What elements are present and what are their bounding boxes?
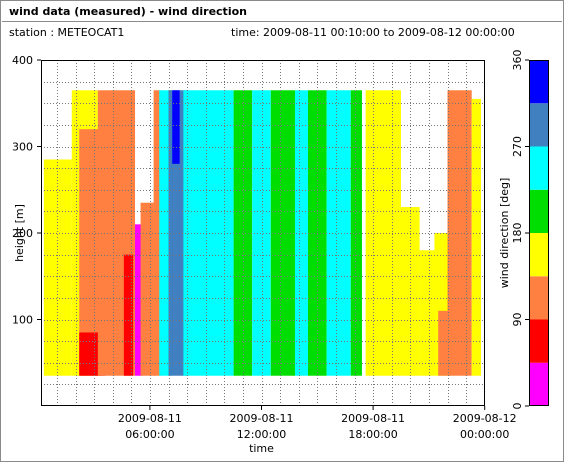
colorbar-tick-label: 360 (511, 50, 524, 71)
time-range-label: time: 2009-08-11 00:10:00 to 2009-08-12 … (231, 26, 515, 39)
title-divider (2, 21, 562, 22)
colorbar-bin (529, 362, 549, 406)
colorbar-bin (529, 146, 549, 190)
x-tick-label-date: 2009-08-11 (341, 412, 405, 425)
colorbar-tick-label: 270 (511, 136, 524, 157)
x-tick-label-time: 00:00:00 (460, 428, 509, 441)
heatmap-cell (172, 90, 180, 164)
grid-lines (41, 60, 485, 406)
colorbar (529, 60, 549, 406)
heatmap-cell (447, 90, 472, 376)
colorbar-bin (529, 103, 549, 147)
colorbar-tick-label: 90 (511, 313, 524, 327)
y-axis-label: height [m] (13, 204, 26, 262)
heatmap-cell (419, 250, 435, 376)
heatmap-cell (270, 90, 295, 376)
heatmap-cell (153, 90, 162, 376)
x-tick-label-time: 12:00:00 (237, 428, 286, 441)
colorbar-border (529, 60, 549, 406)
x-tick-label-time: 06:00:00 (125, 428, 174, 441)
colorbar-label: wind direction [deg] (498, 178, 511, 289)
heatmap-cell (135, 224, 143, 376)
heatmap-cell (252, 90, 271, 376)
station-label: station : METEOCAT1 (9, 26, 125, 39)
y-tick-label: 200 (12, 227, 33, 240)
colorbar-bin (529, 189, 549, 233)
heatmap-cell (140, 202, 156, 376)
chart-title: wind data (measured) - wind direction (9, 5, 247, 18)
heatmap-cell (123, 254, 134, 376)
y-tick-label: 400 (12, 54, 33, 67)
colorbar-tick-label: 180 (511, 223, 524, 244)
colorbar-bin (529, 233, 549, 277)
x-tick-label-time: 18:00:00 (348, 428, 397, 441)
x-tick-label-date: 2009-08-11 (118, 412, 182, 425)
colorbar-bin (529, 60, 549, 104)
x-tick-label-date: 2009-08-11 (230, 412, 294, 425)
colorbar-tick-label: 0 (511, 403, 524, 410)
x-tick-label-date: 2009-08-12 (453, 412, 517, 425)
x-axis-label: time (249, 442, 274, 455)
heatmap-cell (471, 98, 481, 376)
y-tick-label: 100 (12, 314, 33, 327)
colorbar-bin (529, 319, 549, 363)
heatmap-cell (294, 90, 308, 376)
y-tick-label: 300 (12, 141, 33, 154)
plot-border (41, 60, 485, 406)
colorbar-bin (529, 276, 549, 320)
